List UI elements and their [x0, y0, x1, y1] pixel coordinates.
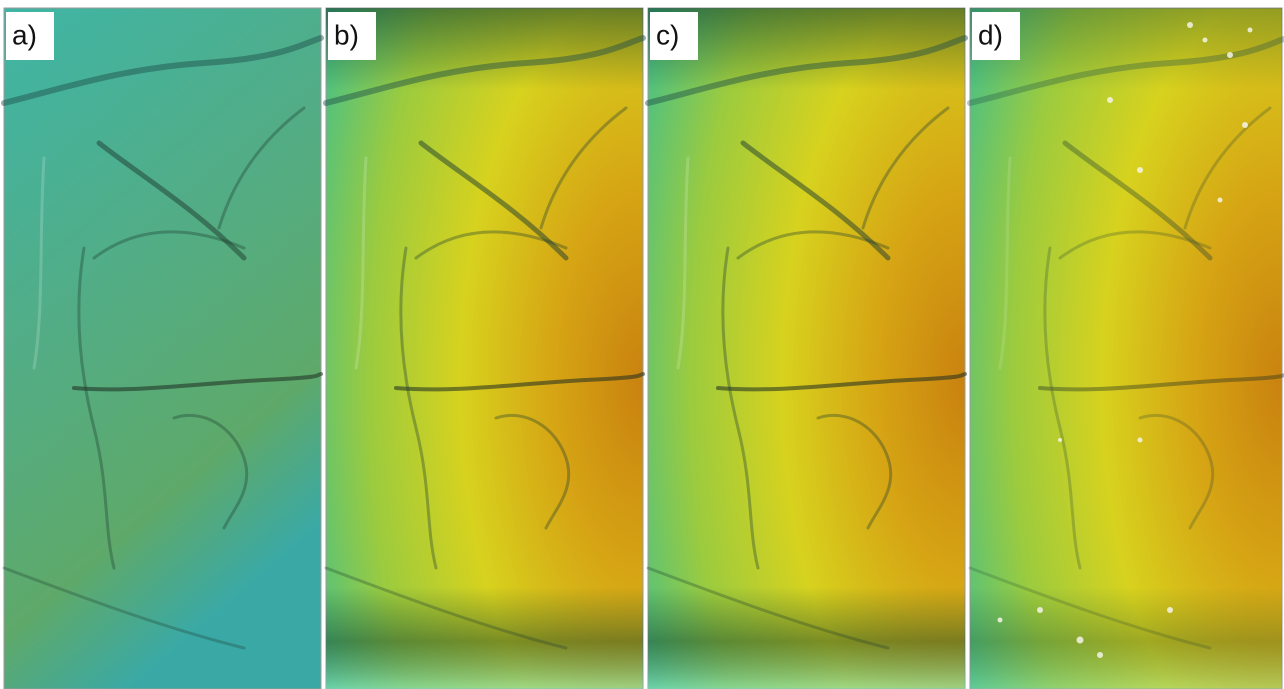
panel-a: a) [4, 8, 321, 689]
panel-label: a) [12, 19, 37, 50]
panel-c: c) [648, 8, 965, 689]
panel-b: b) [326, 8, 643, 689]
page: a) b) c) d) (() => { const data = JSON.p… [0, 0, 1284, 689]
panel-label: d) [978, 19, 1003, 50]
figure: a) b) c) d) [0, 0, 1284, 689]
panel-d: d) [970, 8, 1284, 689]
panel-label: b) [334, 19, 359, 50]
panel-label: c) [656, 19, 679, 50]
